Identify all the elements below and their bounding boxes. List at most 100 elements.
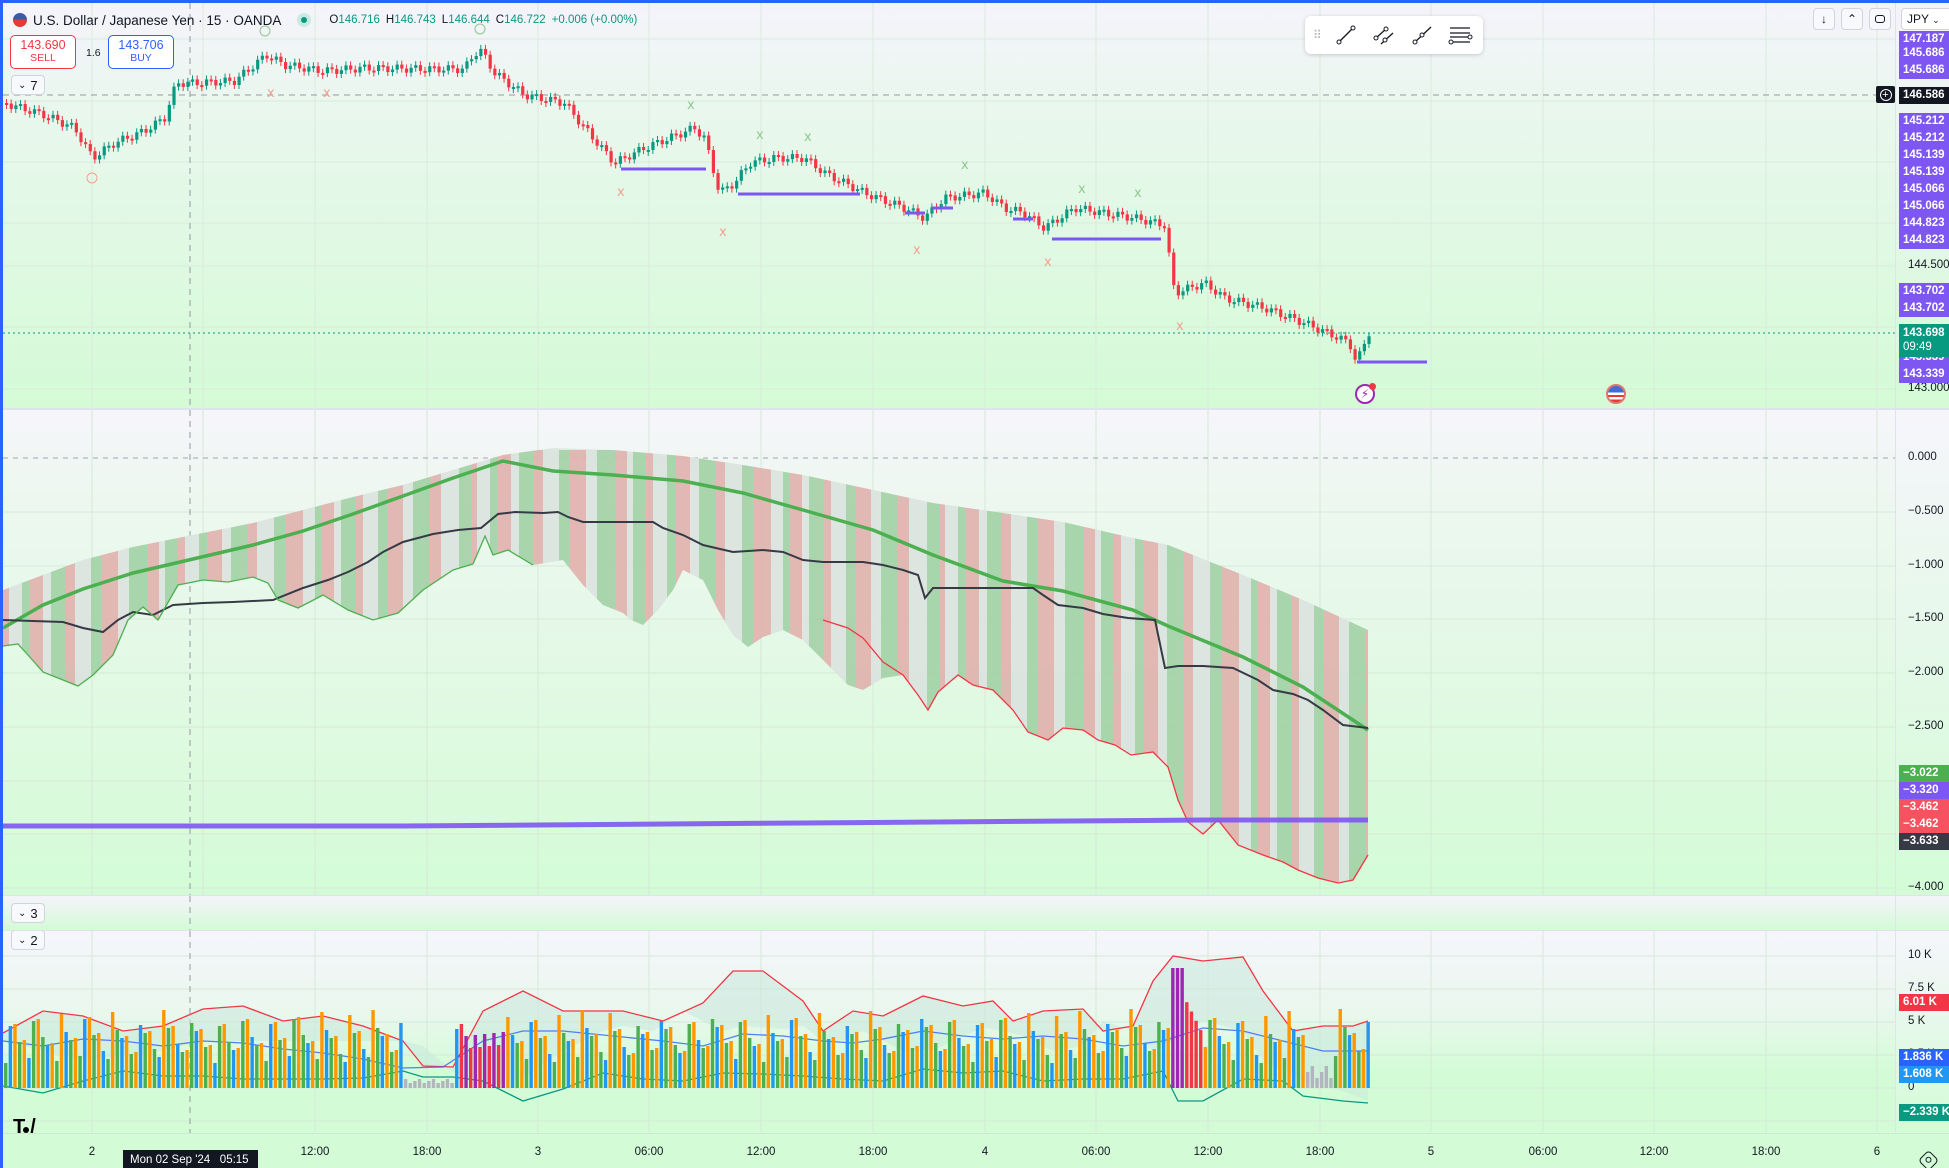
collapse-panes-button[interactable]: ⌃: [1841, 8, 1863, 30]
axis-value-label: 145.686: [1899, 62, 1949, 79]
svg-text:x: x: [1176, 319, 1184, 334]
ray-tool[interactable]: [1403, 19, 1441, 51]
time-tick-label: 6: [1873, 1146, 1881, 1158]
axis-tick-label: 0.000: [1908, 451, 1937, 463]
fullscreen-icon: [1875, 15, 1885, 23]
svg-text:x: x: [1044, 255, 1052, 270]
time-axis[interactable]: 2 12:00 18:00 3 06:00 12:00 18:00 4 06:00 12:00 18…: [3, 1133, 1949, 1168]
svg-text:x: x: [617, 185, 625, 200]
time-tick-label: 2: [88, 1146, 96, 1158]
upper-band-line: [3, 955, 1369, 1068]
chevron-down-icon: ⌄: [18, 79, 27, 91]
drag-handle-icon[interactable]: ⠿: [1313, 28, 1322, 42]
axis-value-label: 145.139: [1899, 164, 1949, 181]
svg-text:x: x: [267, 86, 275, 101]
axis-value-label: 145.212: [1899, 113, 1949, 130]
axis-value-label: 145.139: [1899, 147, 1949, 164]
horizontal-lines-tool[interactable]: [1441, 19, 1479, 51]
oscillator-axis[interactable]: 0.000 −0.500 −1.000 −1.500 −2.000 −2.500 −4.00…: [1895, 410, 1949, 895]
collapsed-pane[interactable]: ⌄ 3: [3, 896, 1895, 930]
price-pane[interactable]: x x x x x x x x x x x x x U.S. Dollar / Japane…: [3, 3, 1895, 408]
buy-price: 143.706: [118, 38, 164, 52]
ohlc-values: O146.716 H146.743 L146.644 C146.722 +0.0…: [329, 14, 638, 26]
trend-line-icon: [1336, 25, 1356, 45]
candlestick-series: [5, 44, 1371, 364]
volume-axis[interactable]: 10 K7.5 K5 K2.5 K06.01 K1.836 K1.608 K−2…: [1895, 931, 1949, 1133]
svg-text:x: x: [1078, 182, 1086, 197]
sell-button[interactable]: 143.690 SELL: [10, 35, 76, 69]
event-marker-icon: [86, 172, 98, 184]
time-tick-label: 4: [981, 1146, 989, 1158]
axis-value-label: 145.066: [1899, 181, 1949, 198]
spread-value: 1.6: [86, 47, 101, 59]
price-chart-canvas[interactable]: x x x x x x x x x x x x x: [3, 3, 1895, 408]
svg-text:x: x: [961, 158, 969, 173]
axis-value-label: 143.702: [1899, 300, 1949, 317]
axis-tick-label: 7.5 K: [1908, 982, 1935, 994]
time-tick-label: 18:00: [1305, 1146, 1335, 1158]
chevron-down-icon: ⌄: [1932, 15, 1940, 25]
time-tick-label: 06:00: [1528, 1146, 1558, 1158]
parallel-channel-icon: [1373, 26, 1394, 45]
last-price-label: 143.698 09:49: [1899, 324, 1949, 357]
time-tick-label: 5: [1427, 1146, 1435, 1158]
axis-tick-label: −4.000: [1908, 881, 1944, 893]
axis-value-label: 147.187: [1899, 31, 1949, 48]
collapse-indicators-button[interactable]: ⌄ 7: [11, 75, 45, 95]
collapsed-pane-axis: [1895, 896, 1949, 930]
slow-line: [3, 510, 1369, 729]
expand-pane-button[interactable]: ⌄ 3: [11, 903, 45, 923]
symbol-legend[interactable]: U.S. Dollar / Japanese Yen · 15 · OANDA …: [13, 10, 637, 30]
add-alert-plus-icon[interactable]: +: [1876, 86, 1895, 103]
axis-value-label: −3.462: [1899, 799, 1949, 816]
axis-value-label: 144.823: [1899, 215, 1949, 232]
axis-tick-label: 143.000: [1908, 382, 1949, 394]
axis-value-label: 143.339: [1899, 366, 1949, 383]
fullscreen-button[interactable]: [1869, 8, 1891, 30]
axis-tick-label: −0.500: [1908, 505, 1944, 517]
drawing-toolbar[interactable]: ⠿: [1305, 16, 1483, 54]
svg-text:x: x: [719, 225, 727, 240]
axis-value-label: 145.212: [1899, 130, 1949, 147]
time-tick-label: 12:00: [1639, 1146, 1669, 1158]
baseline-line: [3, 817, 1368, 829]
arrow-down-icon: ↓: [1821, 12, 1827, 26]
buy-button[interactable]: 143.706 BUY: [108, 35, 174, 69]
axis-value-label: 144.823: [1899, 232, 1949, 249]
time-tick-label: 12:00: [746, 1146, 776, 1158]
svg-text:x: x: [913, 243, 921, 258]
event-marker-icon: [474, 23, 486, 35]
us-flag-icon: [13, 13, 27, 27]
pane-separator[interactable]: [3, 408, 1949, 410]
lightning-event-icon[interactable]: ⚡: [1355, 383, 1376, 404]
tradingview-logo[interactable]: T /: [13, 1116, 36, 1133]
currency-select[interactable]: JPY ⌄: [1901, 8, 1949, 30]
oscillator-canvas[interactable]: [3, 410, 1895, 895]
trend-line-tool[interactable]: [1327, 19, 1365, 51]
time-tick-label: 12:00: [1193, 1146, 1223, 1158]
volume-pane[interactable]: ⌄ 2 T /: [3, 931, 1895, 1133]
svg-text:x: x: [1134, 186, 1142, 201]
price-axis[interactable]: 144.500 143.000 147.187 145.686 145.686 145.2…: [1895, 3, 1949, 408]
sell-price: 143.690: [20, 38, 66, 52]
us-economic-event-icon[interactable]: [1606, 384, 1626, 404]
axis-tick-label: 144.500: [1908, 259, 1949, 271]
symbol-title[interactable]: U.S. Dollar / Japanese Yen · 15 · OANDA: [33, 12, 282, 28]
axis-tick-label: 0: [1908, 1081, 1915, 1093]
volume-canvas[interactable]: [3, 931, 1895, 1133]
svg-text:x: x: [687, 98, 695, 113]
axis-value-label: 145.686: [1899, 45, 1949, 62]
sell-label: SELL: [30, 52, 56, 64]
horizontal-lines-icon: [1448, 27, 1473, 45]
axis-value-label: −3.022: [1899, 765, 1949, 782]
axis-tick-label: −1.000: [1908, 559, 1944, 571]
oscillator-pane[interactable]: [3, 410, 1895, 895]
fast-line-up: [3, 534, 534, 687]
collapse-volume-button[interactable]: ⌄ 2: [11, 931, 45, 950]
scroll-to-latest-button[interactable]: ↓: [1813, 8, 1835, 30]
axis-tick-label: −1.500: [1908, 612, 1944, 624]
parallel-channel-tool[interactable]: [1365, 19, 1403, 51]
chevron-down-icon: ⌄: [18, 934, 27, 946]
signal-line: [3, 459, 1369, 732]
